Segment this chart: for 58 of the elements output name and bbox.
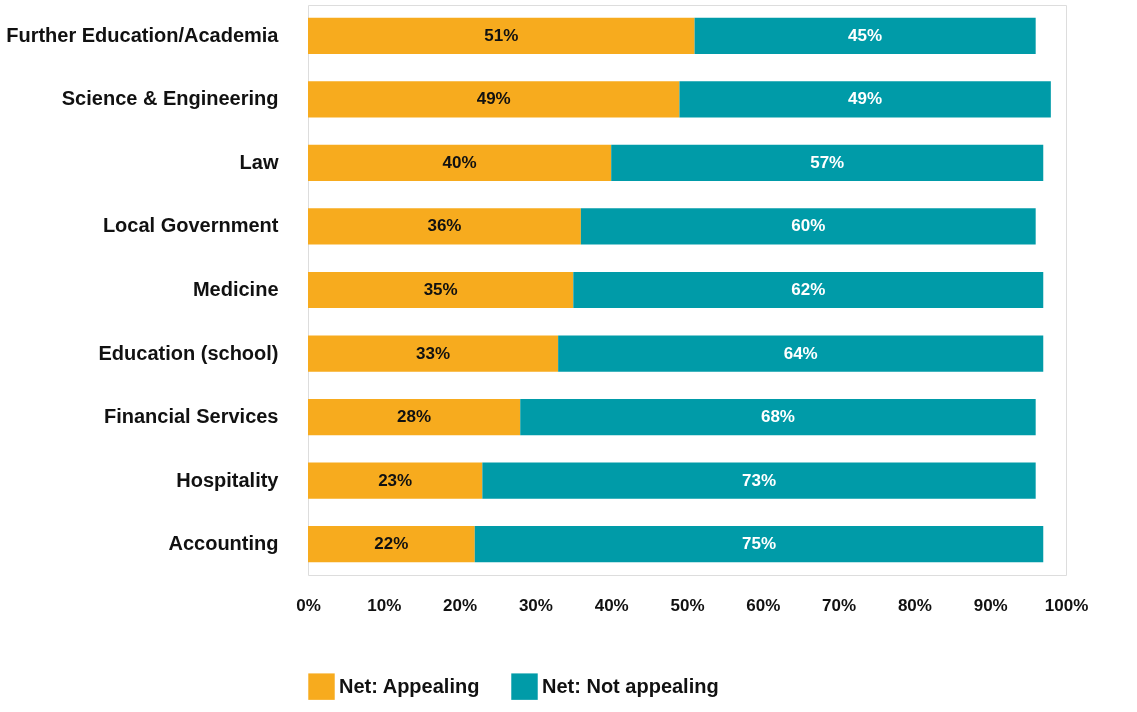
- legend-label: Net: Not appealing: [542, 674, 719, 697]
- data-label: 49%: [848, 89, 883, 109]
- bar: [474, 526, 1044, 563]
- legend-label: Net: Appealing: [339, 674, 480, 697]
- bar: [308, 208, 581, 245]
- data-label: 35%: [423, 280, 458, 299]
- bar: [482, 462, 1036, 499]
- bar: [611, 144, 1044, 182]
- data-label: 36%: [427, 216, 462, 236]
- data-label: 33%: [416, 343, 451, 363]
- data-label: 49%: [476, 89, 511, 109]
- y-tick-label: Hospitality: [176, 468, 280, 491]
- bar: [580, 208, 1036, 245]
- bar: [573, 271, 1044, 309]
- x-tick-label: 40%: [594, 595, 629, 615]
- data-label: 40%: [442, 152, 477, 172]
- data-label: 75%: [741, 534, 777, 554]
- bar: [679, 81, 1051, 118]
- x-tick-label: 70%: [822, 595, 857, 615]
- x-tick-label: 100%: [1044, 595, 1089, 615]
- data-label: 45%: [848, 25, 883, 45]
- x-tick-label: 90%: [973, 595, 1008, 615]
- y-tick-label: Local Government: [102, 214, 279, 237]
- data-label: 60%: [791, 216, 826, 236]
- bar: [308, 335, 559, 372]
- bar: [308, 81, 680, 118]
- data-label: 22%: [374, 534, 409, 554]
- bar: [308, 144, 612, 182]
- bar: [520, 398, 1036, 436]
- x-tick-label: 30%: [518, 595, 553, 615]
- data-label: 23%: [378, 470, 413, 490]
- y-tick-label: Law: [239, 150, 279, 173]
- bar: [308, 398, 521, 436]
- y-tick-label: Accounting: [168, 532, 279, 555]
- y-tick-label: Further Education/Academia: [6, 23, 280, 46]
- x-tick-label: 50%: [670, 595, 705, 615]
- bar: [308, 271, 574, 309]
- y-tick-label: Medicine: [192, 278, 279, 300]
- x-tick-label: 0%: [296, 595, 321, 615]
- bar: [308, 462, 483, 499]
- y-tick-label: Education (school): [98, 341, 279, 364]
- data-label: 57%: [810, 152, 845, 172]
- data-label: 51%: [484, 25, 519, 45]
- x-tick-label: 10%: [367, 595, 402, 615]
- y-tick-label: Science & Engineering: [61, 87, 279, 110]
- bar: [308, 526, 475, 563]
- bar: [558, 335, 1044, 372]
- y-tick-label: Financial Services: [103, 405, 279, 428]
- data-label: 68%: [760, 407, 795, 427]
- x-tick-label: 60%: [746, 595, 781, 615]
- data-label: 62%: [791, 280, 826, 299]
- data-label: 28%: [397, 407, 432, 427]
- bar: [694, 17, 1036, 54]
- data-label: 64%: [783, 343, 818, 363]
- data-label: 73%: [741, 470, 777, 490]
- x-tick-label: 20%: [443, 595, 478, 615]
- x-tick-label: 80%: [897, 595, 932, 615]
- bar: [308, 17, 695, 54]
